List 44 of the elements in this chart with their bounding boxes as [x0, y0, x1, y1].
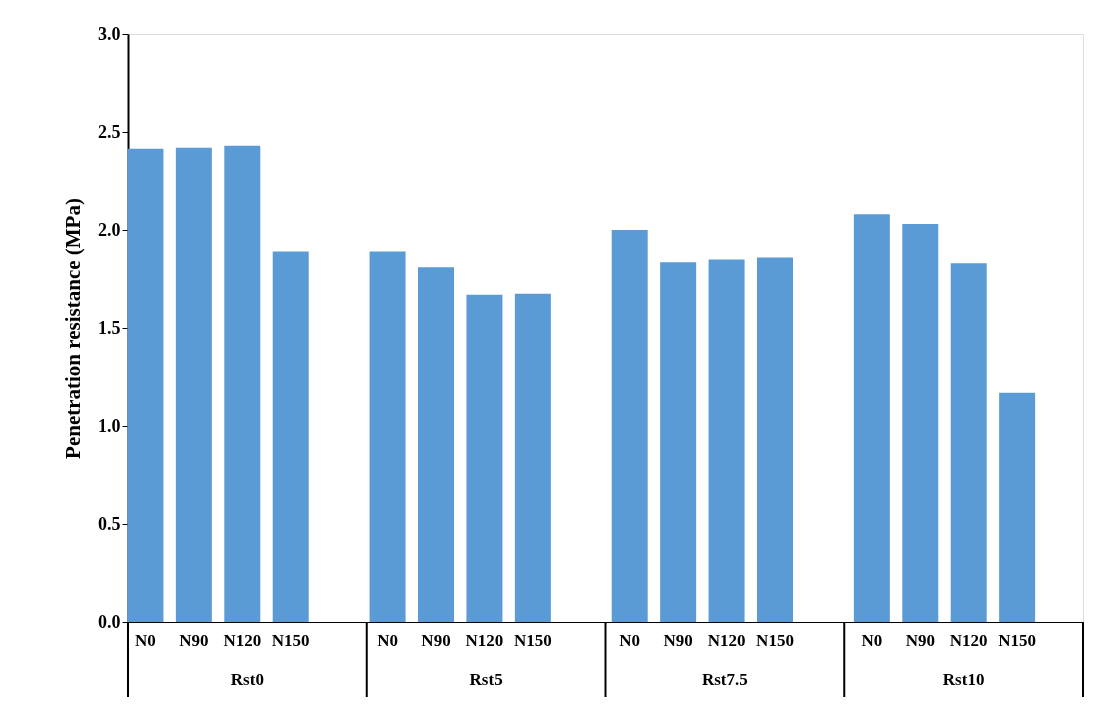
y-tick-label: 1.0 — [98, 415, 121, 436]
bar — [853, 214, 890, 622]
y-tick-label: 2.0 — [98, 219, 121, 240]
x-tick-label: N120 — [707, 630, 746, 650]
y-tick-label: 1.5 — [98, 317, 121, 338]
x-tick-label: N0 — [377, 630, 398, 650]
y-tick-label: 3.0 — [98, 23, 121, 44]
bar — [466, 294, 503, 622]
x-tick-label: N150 — [756, 630, 794, 650]
y-tick-label: 2.5 — [98, 121, 121, 142]
bar — [950, 263, 987, 622]
x-tick-label: N150 — [271, 630, 310, 650]
y-tick-label: 0.0 — [98, 611, 121, 632]
x-tick-label: N150 — [998, 630, 1037, 650]
bar — [660, 262, 697, 622]
bar — [902, 224, 939, 622]
bar — [272, 251, 309, 622]
bar — [175, 147, 212, 622]
x-tick-label: N90 — [663, 630, 693, 650]
bar — [999, 392, 1036, 622]
x-tick-label: N0 — [861, 630, 883, 650]
x-tick-label: N0 — [619, 630, 641, 650]
bar — [757, 257, 793, 622]
y-tick-label: 0.5 — [98, 513, 121, 534]
x-tick-label: N120 — [223, 630, 262, 650]
bar — [224, 145, 261, 622]
text: Rst5 — [469, 670, 503, 689]
bar — [514, 293, 551, 622]
x-tick-label: N120 — [465, 630, 504, 650]
text: Rst7.5 — [701, 670, 748, 689]
x-tick-label: N120 — [949, 630, 988, 650]
x-tick-label: N150 — [513, 630, 552, 650]
bar — [418, 267, 454, 622]
bar — [369, 251, 406, 622]
bar — [611, 230, 648, 622]
x-tick-label: N0 — [135, 630, 156, 650]
x-tick-label: N90 — [179, 630, 209, 650]
x-tick-label: N90 — [421, 630, 451, 650]
bar — [708, 259, 745, 622]
x-tick-label: N90 — [905, 630, 935, 650]
text: Rst0 — [230, 670, 264, 689]
bar — [127, 148, 164, 622]
text: Rst10 — [942, 670, 985, 689]
y-axis-title: Penetration resistance (MPa) — [61, 198, 85, 459]
